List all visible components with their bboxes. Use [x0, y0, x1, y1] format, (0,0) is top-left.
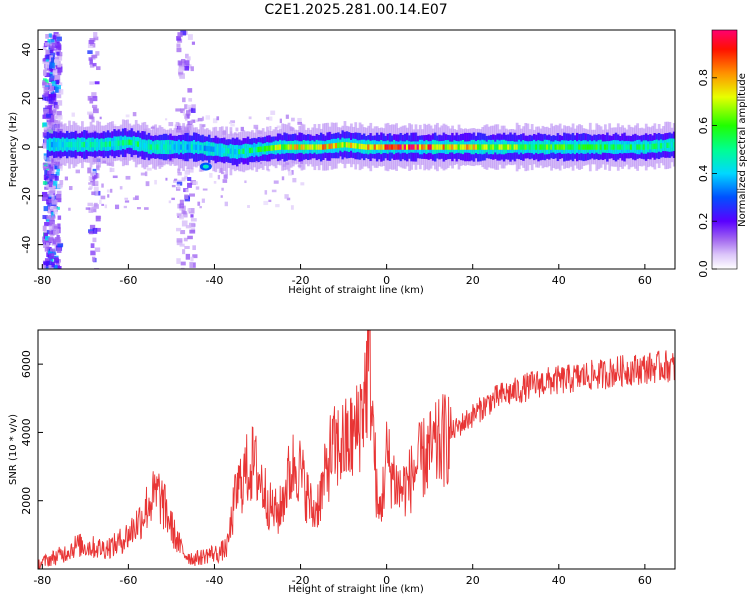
snr-y-axis: 2000 4000 6000 [20, 350, 43, 515]
snr-x-axis: -80 -60 -40 -20 0 20 40 60 [33, 564, 652, 587]
snr-panel: -80 -60 -40 -20 0 20 40 60 2000 4000 6000 Height … [8, 329, 676, 595]
snr-line-layer [38, 330, 675, 569]
snr-y-label: SNR (10 * v/v) [8, 414, 19, 485]
colorbar-tick-label: 0.8 [697, 69, 710, 87]
snr-y-tick-label: 6000 [20, 350, 33, 378]
figure-title: C2E1.2025.281.00.14.E07 [264, 2, 447, 18]
spectrogram-x-tick-label: -20 [292, 274, 310, 287]
spectrogram-y-tick-label: 0 [20, 144, 33, 151]
spectrogram-panel: -80 -60 -40 -20 0 20 40 60 -40 -20 0 20 40 Height o… [8, 29, 676, 296]
spectrogram-y-axis: -40 -20 0 20 40 [20, 43, 43, 254]
snr-x-tick-label: 40 [552, 574, 566, 587]
spectrogram-x-tick-label: -60 [119, 274, 137, 287]
snr-x-tick-label: -20 [292, 574, 310, 587]
spectrogram-x-tick-label: 40 [552, 274, 566, 287]
snr-x-tick-label: 0 [383, 574, 390, 587]
colorbar-gradient [712, 30, 737, 269]
snr-x-tick-label: -60 [119, 574, 137, 587]
snr-frame [37, 329, 676, 570]
spectrogram-heat-layer [41, 30, 675, 269]
spectrogram-x-tick-label: 20 [466, 274, 480, 287]
spectrogram-x-axis: -80 -60 -40 -20 0 20 40 60 [33, 264, 652, 287]
colorbar: 0.0 0.2 0.4 0.6 0.8 Normalized spectral ampl… [697, 29, 748, 278]
spectrogram-x-tick-label: -80 [33, 274, 51, 287]
snr-x-tick-label: -40 [205, 574, 223, 587]
spectrogram-x-label: Height of straight line (km) [288, 285, 424, 296]
colorbar-ticks: 0.0 0.2 0.4 0.6 0.8 [697, 69, 717, 278]
colorbar-frame [711, 29, 738, 270]
spectrogram-y-tick-label: 20 [20, 91, 33, 105]
spectrogram-x-tick-label: 60 [638, 274, 652, 287]
spectrogram-x-tick-label: 0 [383, 274, 390, 287]
spectrogram-y-label: Frequency (Hz) [8, 112, 19, 188]
spectrogram-y-tick-label: -40 [20, 236, 33, 254]
snr-x-tick-label: 60 [638, 574, 652, 587]
snr-y-tick-label: 4000 [20, 418, 33, 446]
snr-series-line [38, 330, 675, 569]
spectrogram-blob-core [202, 164, 209, 169]
spectrogram-ridge [46, 119, 675, 176]
colorbar-tick-label: 0.4 [697, 165, 710, 183]
snr-y-tick-label: 2000 [20, 487, 33, 515]
snr-x-tick-label: 20 [466, 574, 480, 587]
spectrogram-frame [37, 29, 676, 270]
snr-x-tick-label: -80 [33, 574, 51, 587]
colorbar-tick-label: 0.2 [697, 212, 710, 230]
colorbar-label: Normalized spectral amplitude [737, 73, 748, 227]
colorbar-tick-label: 0.6 [697, 117, 710, 135]
spectrogram-y-tick-label: 40 [20, 43, 33, 57]
spectrogram-y-tick-label: -20 [20, 187, 33, 205]
snr-x-label: Height of straight line (km) [288, 584, 424, 595]
spectrogram-x-tick-label: -40 [205, 274, 223, 287]
colorbar-tick-label: 0.0 [697, 260, 710, 278]
